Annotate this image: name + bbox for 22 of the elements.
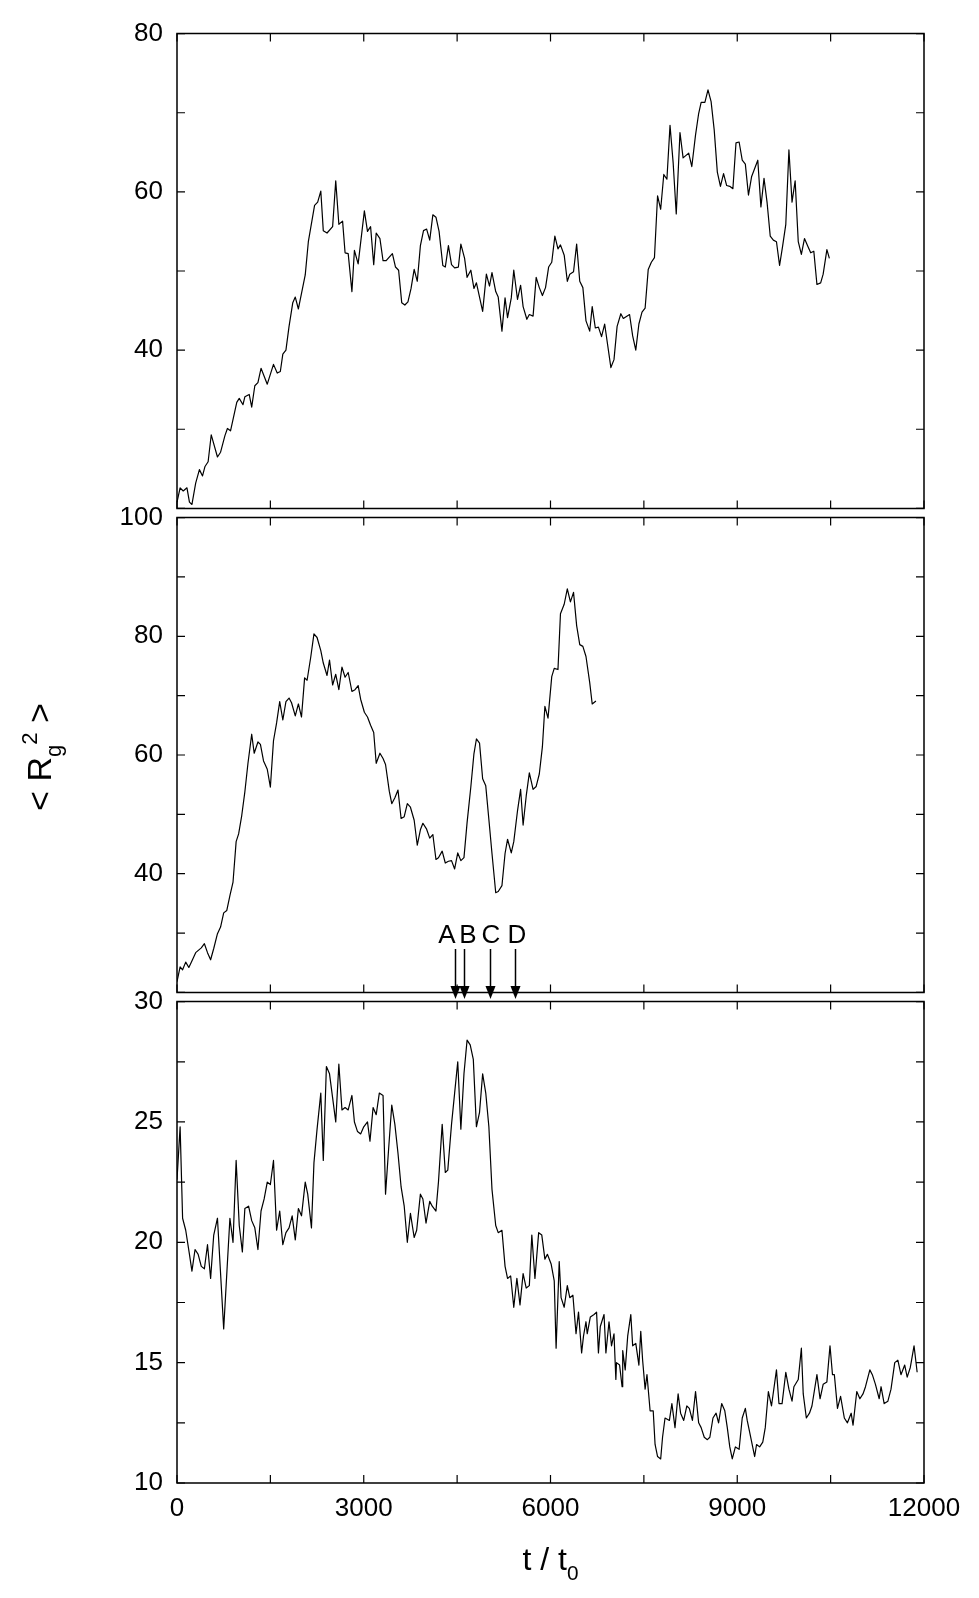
annotation: C	[481, 919, 501, 949]
y-tick-label: 80	[134, 16, 163, 47]
x-tick-label: 12000	[887, 1491, 961, 1522]
x-tick-label: 0	[169, 1491, 185, 1522]
y-tick-label: 40	[134, 856, 163, 887]
annotation: D	[507, 919, 527, 949]
y-tick-label: 80	[134, 619, 163, 650]
y-tick-label: 25	[134, 1105, 163, 1136]
y-tick-label: 100	[119, 500, 163, 531]
x-tick-label: 9000	[708, 1491, 767, 1522]
annotation: A	[438, 919, 456, 949]
y-tick-label: 15	[134, 1345, 163, 1376]
y-tick-label: 30	[134, 984, 163, 1015]
x-tick-label: 3000	[334, 1491, 393, 1522]
y-tick-label: 60	[134, 738, 163, 769]
annotation: B	[459, 919, 477, 949]
y-tick-label: 20	[134, 1225, 163, 1256]
x-axis-title: t / t$_{0}$	[522, 1541, 579, 1585]
y-tick-label: 10	[134, 1466, 163, 1497]
y-tick-label: 60	[134, 175, 163, 206]
y-tick-label: 40	[134, 333, 163, 364]
x-tick-label: 6000	[521, 1491, 580, 1522]
